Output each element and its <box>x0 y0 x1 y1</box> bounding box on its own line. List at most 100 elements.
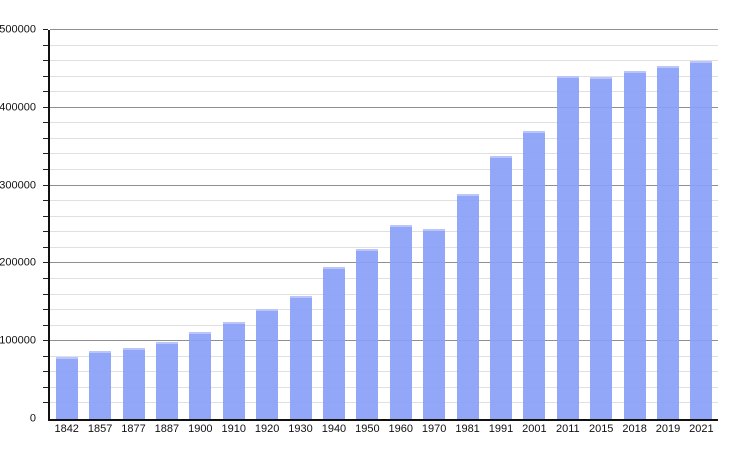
x-tick-label-1900: 1900 <box>188 423 213 435</box>
bar-slot-1991 <box>484 30 517 419</box>
minor-gridline <box>50 231 718 233</box>
y-axis-tick <box>43 29 48 30</box>
bar-slot-1930 <box>284 30 317 419</box>
x-tick-label-1857: 1857 <box>87 423 113 435</box>
x-tick-label-2018: 2018 <box>622 423 647 435</box>
minor-gridline <box>50 153 718 155</box>
bar-slot-1857 <box>83 30 116 419</box>
bar-1981 <box>456 194 479 419</box>
bar-slot-1970 <box>417 30 450 419</box>
bar-1857 <box>89 350 112 419</box>
major-gridline <box>50 262 718 264</box>
minor-gridline <box>50 355 718 357</box>
y-axis-tick-labels: 0 100000 200000 300000 400000 500000 <box>0 24 38 424</box>
bar-1842 <box>55 357 78 419</box>
bar-slot-2011 <box>551 30 584 419</box>
y-axis-line <box>48 30 50 421</box>
y-axis-tick <box>43 309 48 311</box>
y-axis-tick <box>43 106 48 108</box>
bar-2018 <box>623 71 646 419</box>
minor-gridline <box>50 91 718 93</box>
y-axis-tick <box>43 246 48 248</box>
major-gridline <box>50 29 718 30</box>
bar-2001 <box>523 130 546 419</box>
x-tick-label-1950: 1950 <box>355 423 380 435</box>
major-gridline <box>50 184 718 186</box>
y-tick-label-400000: 400000 <box>0 101 36 114</box>
minor-gridline <box>50 137 718 139</box>
bar-slot-2015 <box>585 30 618 419</box>
bar-slot-1920 <box>250 30 283 419</box>
minor-gridline <box>50 371 718 373</box>
bar-1950 <box>356 249 379 419</box>
y-axis-tick <box>43 169 48 171</box>
x-tick-label-1930: 1930 <box>288 423 313 435</box>
x-tick-label-1960: 1960 <box>388 423 413 435</box>
bar-1910 <box>222 321 245 419</box>
bar-slot-1900 <box>184 30 217 419</box>
x-tick-label-2001: 2001 <box>522 423 547 435</box>
minor-gridline <box>50 246 718 248</box>
minor-gridline <box>50 277 718 279</box>
bar-slot-1981 <box>451 30 484 419</box>
plot-area <box>43 29 718 421</box>
x-axis-tick-labels: 1842 1857 1877 1887 1900 1910 1920 1930 1940 1950… <box>50 423 718 435</box>
y-axis-tick <box>43 231 48 233</box>
y-axis-tick <box>43 75 48 77</box>
y-tick-label-100000: 100000 <box>0 334 36 347</box>
minor-gridline <box>50 386 718 388</box>
bar-slot-1940 <box>317 30 350 419</box>
bar-2021 <box>690 60 713 419</box>
x-tick-label-1920: 1920 <box>254 423 280 435</box>
bar-slot-1842 <box>50 30 83 419</box>
y-axis-tick <box>43 200 48 202</box>
y-tick-label-500000: 500000 <box>0 23 36 36</box>
y-axis-tick <box>43 293 48 295</box>
y-axis-tick <box>43 277 48 279</box>
minor-gridline <box>50 200 718 202</box>
bar-2015 <box>590 76 613 419</box>
major-gridline <box>50 106 718 108</box>
minor-gridline <box>50 215 718 217</box>
bar-2019 <box>657 66 680 419</box>
x-tick-label-2019: 2019 <box>655 423 681 435</box>
x-tick-label-1877: 1877 <box>121 423 146 435</box>
bar-slot-1910 <box>217 30 250 419</box>
bar-slot-1877 <box>117 30 150 419</box>
y-axis-tick <box>43 44 48 46</box>
minor-gridline <box>50 324 718 326</box>
x-tick-label-1887: 1887 <box>154 423 180 435</box>
bar-slot-1950 <box>351 30 384 419</box>
minor-gridline <box>50 293 718 295</box>
bars-layer <box>50 30 718 419</box>
y-tick-label-300000: 300000 <box>0 179 36 192</box>
major-gridline <box>50 340 718 342</box>
x-axis-line <box>48 419 718 421</box>
x-tick-label-2021: 2021 <box>689 423 714 435</box>
x-tick-label-1970: 1970 <box>421 423 447 435</box>
bar-1960 <box>389 224 412 419</box>
x-tick-label-1940: 1940 <box>321 423 347 435</box>
y-axis-tick <box>43 262 48 264</box>
minor-gridline <box>50 122 718 124</box>
bar-1887 <box>155 342 178 419</box>
bar-1940 <box>322 267 345 419</box>
bar-1970 <box>423 229 446 419</box>
y-axis-tick <box>43 324 48 326</box>
y-axis-tick <box>43 153 48 155</box>
y-axis-tick <box>43 137 48 139</box>
bar-1991 <box>489 155 512 419</box>
x-tick-label-1910: 1910 <box>221 423 246 435</box>
minor-gridline <box>50 60 718 62</box>
y-axis-tick <box>43 91 48 93</box>
y-tick-label-0: 0 <box>29 412 36 425</box>
minor-gridline <box>50 75 718 77</box>
x-tick-label-1981: 1981 <box>455 423 480 435</box>
x-tick-label-2011: 2011 <box>555 423 580 435</box>
minor-gridline <box>50 402 718 404</box>
bar-slot-1960 <box>384 30 417 419</box>
y-axis-tick <box>43 184 48 186</box>
minor-gridline <box>50 309 718 311</box>
y-axis-tick <box>43 355 48 357</box>
x-tick-label-1991: 1991 <box>488 423 514 435</box>
